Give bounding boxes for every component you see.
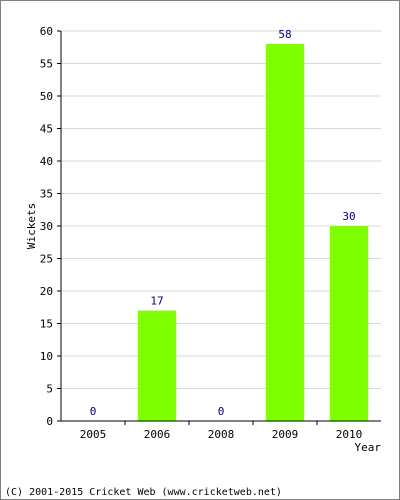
bars [137, 44, 369, 421]
y-tick-label: 20 [40, 285, 53, 298]
y-tick-label: 45 [40, 123, 53, 136]
y-tick-label: 0 [46, 415, 53, 428]
bar-2009 [265, 44, 305, 421]
y-tick-label: 60 [40, 25, 53, 38]
x-tick-label: 2006 [144, 428, 171, 441]
gridlines [61, 30, 381, 389]
x-tick-label: 2008 [208, 428, 235, 441]
axes [57, 30, 381, 425]
x-tick-label: 2009 [272, 428, 299, 441]
y-tick-label: 35 [40, 188, 53, 201]
y-tick-label: 40 [40, 155, 53, 168]
y-tick-label: 50 [40, 90, 53, 103]
y-tick-label: 5 [46, 383, 53, 396]
data-label: 30 [342, 210, 355, 223]
x-tick-label: 2005 [80, 428, 107, 441]
x-tick-label: 2010 [336, 428, 363, 441]
data-label: 58 [278, 28, 291, 41]
y-tick-label: 30 [40, 220, 53, 233]
data-label: 17 [150, 295, 163, 308]
data-label: 0 [90, 405, 97, 418]
y-tick-label: 55 [40, 58, 53, 71]
y-axis-label: Wickets [25, 203, 38, 249]
y-tick-label: 15 [40, 318, 53, 331]
bar-2006 [137, 310, 177, 421]
data-label: 0 [218, 405, 225, 418]
x-axis-label: Year [355, 441, 382, 454]
data-labels: 0 17 0 58 30 [90, 28, 356, 418]
bar-2010 [329, 226, 369, 421]
copyright-text: (C) 2001-2015 Cricket Web (www.cricketwe… [5, 487, 282, 498]
x-tick-labels: 2005 2006 2008 2009 2010 [80, 428, 363, 441]
y-tick-label: 25 [40, 253, 53, 266]
y-tick-label: 10 [40, 350, 53, 363]
y-tick-labels: 0 5 10 15 20 25 30 35 40 45 50 55 60 [40, 25, 53, 428]
